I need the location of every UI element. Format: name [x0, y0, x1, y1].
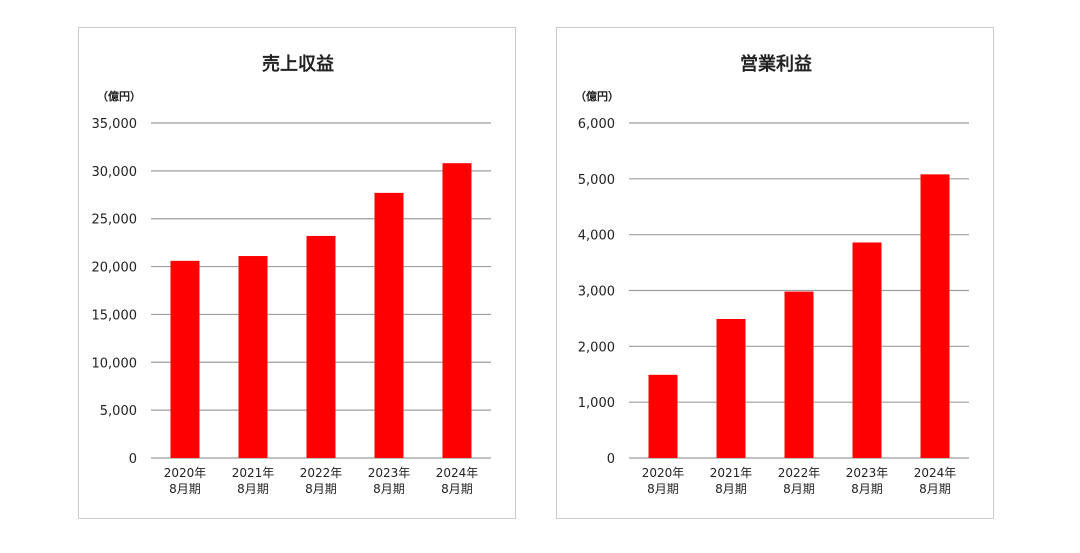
y-tick-label: 5,000: [100, 404, 137, 419]
operating-profit-chart-panel: 営業利益 （億円） 0 1,000 2,000 3,000 4,000 5,000 6,00…: [556, 27, 994, 519]
chart-title: 営業利益: [740, 53, 812, 75]
revenue-chart-panel: 売上収益 （億円） 0 5,000 10,000 15,000 20,000 25,000…: [78, 27, 516, 519]
x-category-label: 8月期: [237, 482, 269, 496]
y-tick-label: 25,000: [92, 213, 138, 228]
x-category-label: 8月期: [851, 482, 883, 496]
y-tick-label: 0: [607, 452, 615, 467]
x-category-label: 8月期: [919, 482, 951, 496]
bar: [238, 256, 268, 458]
x-category-label: 8月期: [169, 482, 201, 496]
operating-profit-chart: 営業利益 （億円） 0 1,000 2,000 3,000 4,000 5,000 6,00…: [575, 53, 969, 496]
chart-title: 売上収益: [262, 53, 334, 75]
y-tick-label: 2,000: [578, 340, 615, 355]
x-category-label: 8月期: [647, 482, 679, 496]
bar: [716, 318, 746, 458]
x-category-label: 2021年: [710, 466, 753, 480]
y-tick-label: 3,000: [578, 285, 615, 300]
y-tick-label: 10,000: [92, 356, 138, 371]
y-tick-label: 4,000: [578, 229, 615, 244]
x-category-label: 2024年: [914, 466, 957, 480]
bar: [306, 235, 336, 458]
x-category-label: 2022年: [778, 466, 821, 480]
x-category-label: 8月期: [305, 482, 337, 496]
revenue-chart: 売上収益 （億円） 0 5,000 10,000 15,000 20,000 25,000…: [92, 53, 491, 496]
x-category-label: 2023年: [368, 466, 411, 480]
y-tick-label: 20,000: [92, 261, 138, 276]
x-category-label: 2021年: [232, 466, 275, 480]
y-tick-label: 30,000: [92, 165, 138, 180]
x-category-label: 2020年: [164, 466, 207, 480]
bar: [852, 242, 882, 458]
x-category-label: 8月期: [373, 482, 405, 496]
x-category-label: 2024年: [436, 466, 479, 480]
bar: [442, 163, 472, 458]
y-tick-label: 5,000: [578, 173, 615, 188]
y-tick-label: 6,000: [578, 117, 615, 132]
x-category-label: 8月期: [715, 482, 747, 496]
x-category-label: 2023年: [846, 466, 889, 480]
x-category-label: 2022年: [300, 466, 343, 480]
x-category-label: 8月期: [441, 482, 473, 496]
y-tick-label: 15,000: [92, 308, 138, 323]
bar: [648, 374, 678, 458]
bar: [784, 291, 814, 458]
y-unit-label: （億円）: [97, 89, 141, 103]
bar: [374, 192, 404, 458]
y-tick-label: 1,000: [578, 396, 615, 411]
bar: [170, 260, 200, 458]
y-unit-label: （億円）: [575, 89, 619, 103]
x-category-label: 2020年: [642, 466, 685, 480]
y-tick-label: 0: [129, 452, 137, 467]
x-category-label: 8月期: [783, 482, 815, 496]
y-tick-label: 35,000: [92, 117, 138, 132]
bar: [920, 174, 950, 458]
